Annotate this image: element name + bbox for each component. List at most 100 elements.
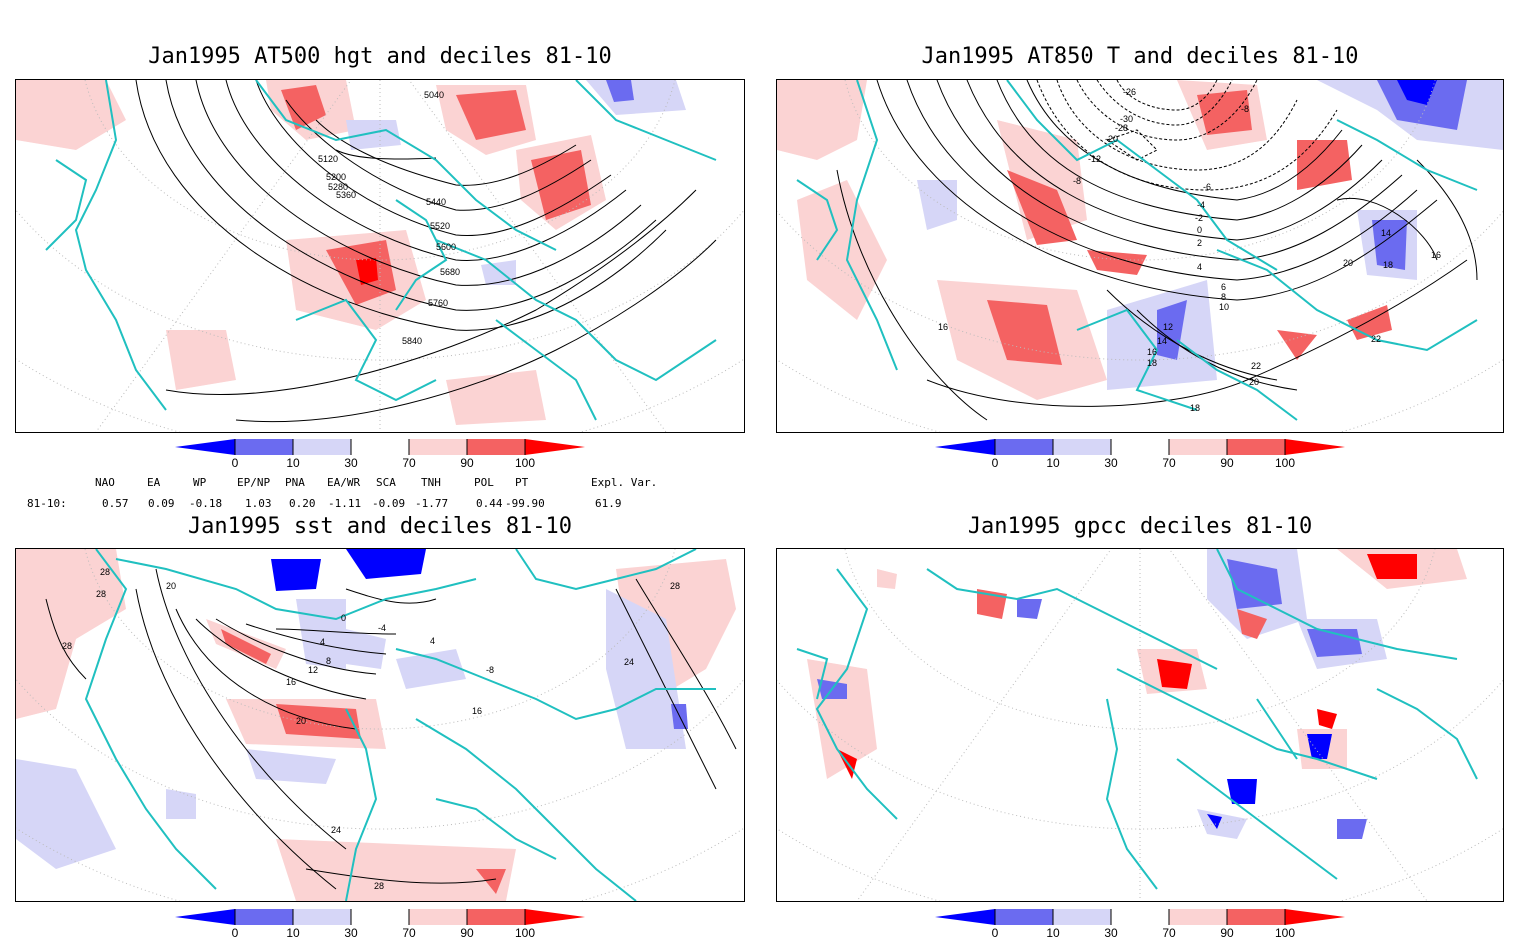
colorbar-tick-label: 100 (1275, 456, 1295, 469)
contour-label: 12 (1163, 322, 1173, 332)
index-header: WP (193, 476, 207, 489)
dashed-contour-layer (1036, 80, 1338, 191)
contour-label: 5120 (318, 154, 338, 164)
index-header: NAO (95, 476, 115, 489)
contour-label: 16 (286, 677, 296, 687)
contour-label: 20 (166, 581, 176, 591)
index-header: SCA (376, 476, 396, 489)
index-row-label: 81-10: (27, 497, 67, 510)
contour-label: 20 (1343, 258, 1353, 268)
contour-label: 18 (1383, 260, 1393, 270)
colorbar-graphic: 0 10 30 70 90 100 (935, 909, 1345, 940)
index-value: 0.09 (148, 497, 175, 510)
contour-label: 24 (331, 825, 341, 835)
contour-label: 28 (62, 641, 72, 651)
colorbar-tick-label: 90 (460, 926, 474, 939)
triangle-left-icon (175, 439, 235, 455)
colorbar-tick-label: 30 (1104, 456, 1118, 469)
contour-label: 5680 (440, 267, 460, 277)
contour-label: 12 (308, 665, 318, 675)
graticule-layer (16, 549, 744, 901)
coastline-layer (796, 549, 1478, 890)
contour-label: -4 (378, 623, 386, 633)
contour-label: 5040 (424, 90, 444, 100)
contour-label-layer: 5040 5120 5200 5280 5360 5440 5520 5600 … (318, 90, 460, 346)
index-value: -0.18 (189, 497, 223, 510)
contour-label: 4 (430, 636, 435, 646)
contour-label: 6 (1221, 282, 1226, 292)
contour-label: 16 (472, 706, 482, 716)
map-panel-sst: 28 20 28 28 0 4 8 12 16 20 24 28 -4 4 24… (15, 548, 745, 902)
colorbar-tick-label: 70 (402, 456, 416, 469)
map-panel-hgt500: 5040 5120 5200 5280 5360 5440 5520 5600 … (15, 79, 745, 433)
index-header: POL (474, 476, 494, 489)
colorbar-tick-label: 70 (1162, 926, 1176, 939)
map-hgt500-canvas: 5040 5120 5200 5280 5360 5440 5520 5600 … (16, 80, 744, 432)
colorbar-tick-label: 0 (992, 456, 999, 469)
contour-label: -4 (1197, 200, 1205, 210)
colorbar-tick-label: 100 (515, 456, 535, 469)
colorbar-br: 0 10 30 70 90 100 (935, 909, 1345, 940)
contour-label: 16 (1147, 347, 1157, 357)
contour-label: 5360 (336, 190, 356, 200)
triangle-right-icon (525, 439, 585, 455)
index-header: TNH (421, 476, 441, 489)
index-header: PT (515, 476, 529, 489)
colorbar-tick-label: 10 (1046, 926, 1060, 939)
colorbar-tick-label: 30 (344, 456, 358, 469)
contour-label: 5200 (326, 172, 346, 182)
contour-label: -20 (1105, 134, 1118, 144)
index-value: -1.11 (328, 497, 362, 510)
colorbar-tick-label: 100 (515, 926, 535, 939)
triangle-right-icon (1285, 439, 1345, 455)
contour-label: 22 (1251, 361, 1261, 371)
triangle-right-icon (525, 909, 585, 925)
index-header: EA/WR (327, 476, 361, 489)
index-header: Expl. Var. (591, 476, 658, 489)
index-value: 61.9 (595, 497, 622, 510)
contour-label: 5440 (426, 197, 446, 207)
contour-label: 4 (1197, 262, 1202, 272)
contour-label: -12 (1088, 154, 1101, 164)
contour-label: 5840 (402, 336, 422, 346)
panel-title-bl: Jan1995 sst and deciles 81-10 (187, 514, 573, 539)
triangle-left-icon (935, 439, 995, 455)
contour-label: 18 (1147, 358, 1157, 368)
colorbar-tick-label: 10 (286, 926, 300, 939)
graticule-layer (16, 80, 744, 432)
contour-layer (45, 568, 737, 890)
contour-label: 28 (374, 881, 384, 891)
colorbar-tick-label: 0 (992, 926, 999, 939)
contour-label-layer: -26 -30 -28 -20 -12 -8 -6 -4 -2 0 2 4 6 … (938, 87, 1441, 413)
graticule-layer (777, 80, 1503, 432)
colorbar-tick-label: 10 (286, 456, 300, 469)
contour-label: -8 (486, 665, 494, 675)
colorbar-tick-label: 30 (1104, 926, 1118, 939)
contour-label-layer: 28 20 28 28 0 4 8 12 16 20 24 28 -4 4 24… (62, 567, 680, 891)
contour-label: 28 (670, 581, 680, 591)
contour-label: 0 (1197, 225, 1202, 235)
index-value: -99.90 (505, 497, 545, 510)
index-header: EA (147, 476, 161, 489)
contour-label: -6 (1203, 182, 1211, 192)
colorbar-tick-label: 0 (232, 926, 239, 939)
index-value: -0.09 (372, 497, 406, 510)
colorbar-tick-label: 90 (1220, 926, 1234, 939)
contour-label: 28 (100, 567, 110, 577)
contour-label: 18 (1190, 403, 1200, 413)
colorbar-graphic: 0 10 30 70 90 100 (175, 439, 585, 470)
contour-label: -28 (1115, 123, 1128, 133)
contour-label: 14 (1381, 228, 1391, 238)
contour-label: 0 (341, 613, 346, 623)
map-sst-canvas: 28 20 28 28 0 4 8 12 16 20 24 28 -4 4 24… (16, 549, 744, 901)
colorbar-tr: 0 10 30 70 90 100 (935, 439, 1345, 470)
colorbar-bl: 0 10 30 70 90 100 (175, 909, 585, 940)
panel-title-tr: Jan1995 AT850 T and deciles 81-10 (921, 44, 1359, 69)
contour-label: 16 (938, 322, 948, 332)
contour-label: 20 (296, 716, 306, 726)
contour-layer (135, 80, 717, 423)
index-value: 1.03 (245, 497, 272, 510)
coastline-layer (45, 80, 717, 421)
colorbar-tick-label: 10 (1046, 456, 1060, 469)
colorbar-tick-label: 90 (1220, 456, 1234, 469)
